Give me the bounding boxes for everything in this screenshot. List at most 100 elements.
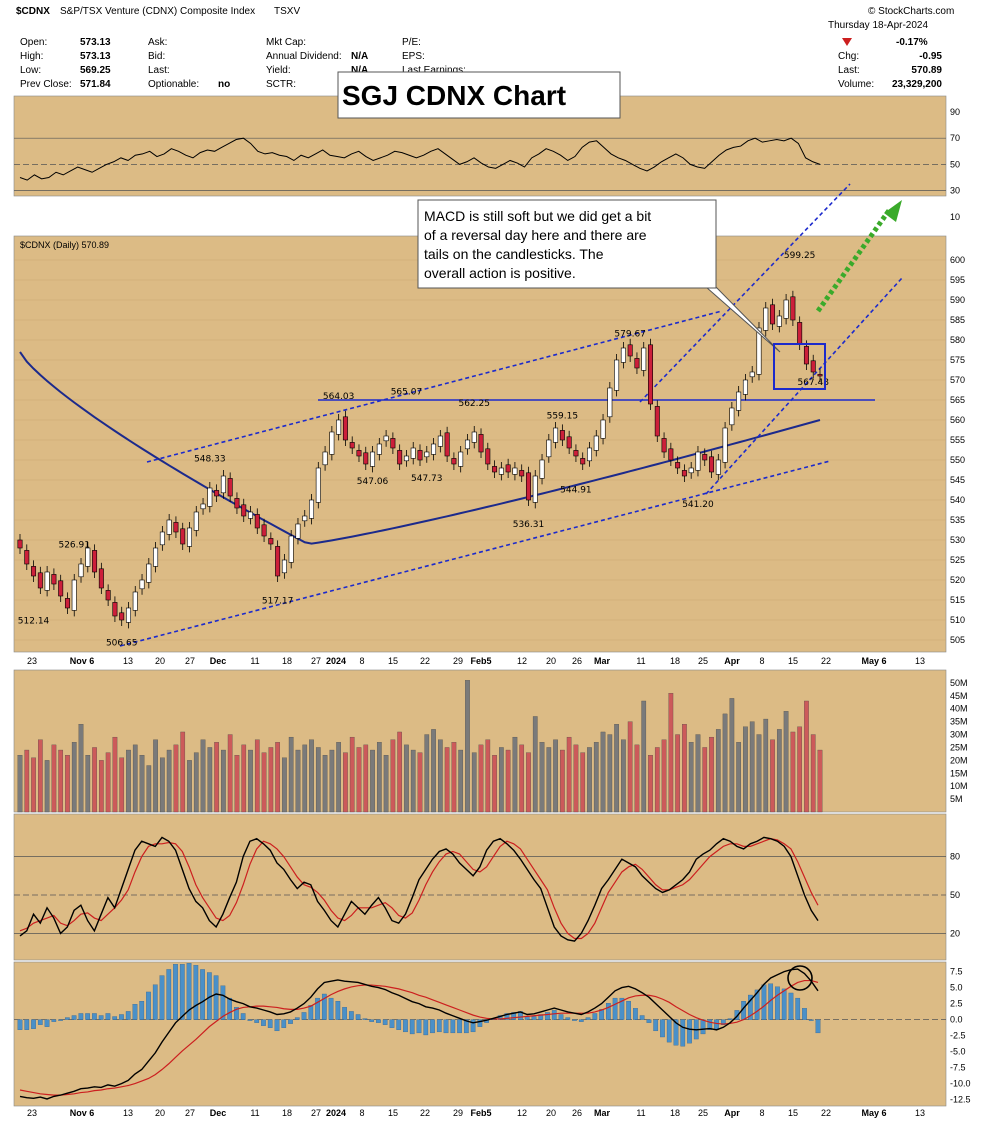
sctr-label: SCTR: [266,79,296,90]
macd-histogram-bar [436,1019,442,1033]
macd-histogram-bar [389,1019,395,1028]
candle-body [776,315,782,327]
macd-histogram-bar [409,1019,415,1035]
macd-histogram-bar [261,1019,266,1026]
eps-label: EPS: [402,51,425,62]
volume-bar [207,747,213,813]
volume-bar [329,749,335,813]
stoch-d-line [19,838,819,940]
candle-body [214,490,220,497]
volume-bar [654,747,660,813]
volume-bar [715,729,721,813]
macd-histogram-bar [714,1019,719,1030]
price-annotation-label: 517.17 [262,596,294,606]
macd-histogram-bar [646,1019,652,1023]
volume-bar [688,742,694,813]
price-annotation-label: 547.73 [411,474,443,484]
macd-histogram-bar [179,964,185,1020]
macd-panel [13,961,947,1107]
candle-body [261,524,267,537]
price-y-tick: 585 [950,315,965,325]
candle-body [587,447,592,462]
candle-body [668,448,674,461]
yield-value: N/A [351,65,368,76]
candle-body [736,391,742,411]
x-axis-tick: 12 [517,1108,527,1118]
x-axis-tick: Apr [724,656,740,666]
x-axis-tick: Mar [594,1108,611,1118]
price-chart-title: $CDNX (Daily) 570.89 [20,240,109,250]
macd-y-tick: -12.5 [950,1095,971,1105]
candle-body [220,475,226,494]
x-axis-tick: 22 [420,1108,430,1118]
candle-body [139,579,145,590]
change-pct: -0.17% [896,37,928,48]
macd-highlight-circle [787,965,813,991]
macd-histogram-bar [538,1014,544,1020]
volume-bar [763,718,769,813]
macd-histogram-bar [795,997,801,1020]
stoch-k-line [19,836,819,942]
macd-histogram-bar [64,1017,70,1020]
macd-histogram-bar [308,1005,314,1020]
volume-bar [532,716,538,813]
volume-bar [749,721,755,813]
macd-histogram-bar [666,1019,672,1043]
ask-label: Ask: [148,37,167,48]
price-annotation-label: 548.33 [194,455,226,465]
optionable-label: Optionable: [148,79,199,90]
price-y-tick: 540 [950,495,965,505]
volume-bar [105,752,111,813]
yield-label: Yield: [266,65,291,76]
price-y-tick: 600 [950,255,965,265]
candle-body [281,559,287,574]
volume-bar [743,726,748,813]
high-label: High: [20,51,43,62]
volume-bar [492,755,497,813]
volume-bar [99,760,104,813]
last2-label: Last: [838,65,860,76]
candle-body [180,528,186,545]
macd-histogram-bar [511,1012,517,1020]
candle-body [539,459,545,479]
macd-y-tick: -10.0 [950,1079,971,1089]
volume-bar [804,700,809,813]
macd-histogram-bar [403,1019,408,1033]
volume-bar [180,731,186,813]
index-name: S&P/TSX Venture (CDNX) Composite Index [60,6,255,17]
price-annotation-label: 512.14 [18,616,50,626]
candle-body [146,563,152,583]
volume-bar [560,749,565,813]
macd-histogram-bar [558,1014,564,1020]
candle-body [519,470,525,477]
volume-bar [397,731,402,813]
macd-histogram-bar [166,969,172,1020]
x-axis-tick: 29 [453,656,463,666]
macd-histogram-bar [78,1013,84,1020]
candle-body [248,511,253,519]
volume-bar [607,734,613,813]
macd-histogram-bar [619,997,625,1020]
macd-histogram-bar [267,1019,273,1028]
candle-body [715,459,721,475]
volume-bar [132,744,138,813]
macd-histogram-bar [85,1013,90,1020]
macd-histogram-bar [802,1008,807,1020]
stoch-y-tick: 50 [950,890,960,900]
candle-body [85,547,91,567]
candle-body [654,406,660,437]
volume-bar [160,757,165,813]
x-axis-tick: Nov 6 [70,1108,95,1118]
volume-bar [817,749,823,813]
volume-bar [627,721,633,813]
macd-signal-line [19,979,819,1096]
price-y-tick: 550 [950,455,965,465]
green-arrow-head [884,200,902,222]
macd-histogram-bar [443,1019,449,1034]
macd-histogram-bar [220,985,226,1020]
volume-bar [729,698,735,813]
dividend-label: Annual Dividend: [266,51,342,62]
down-triangle-icon [842,38,852,46]
candle-body [790,296,796,321]
volume-bar [783,711,789,813]
